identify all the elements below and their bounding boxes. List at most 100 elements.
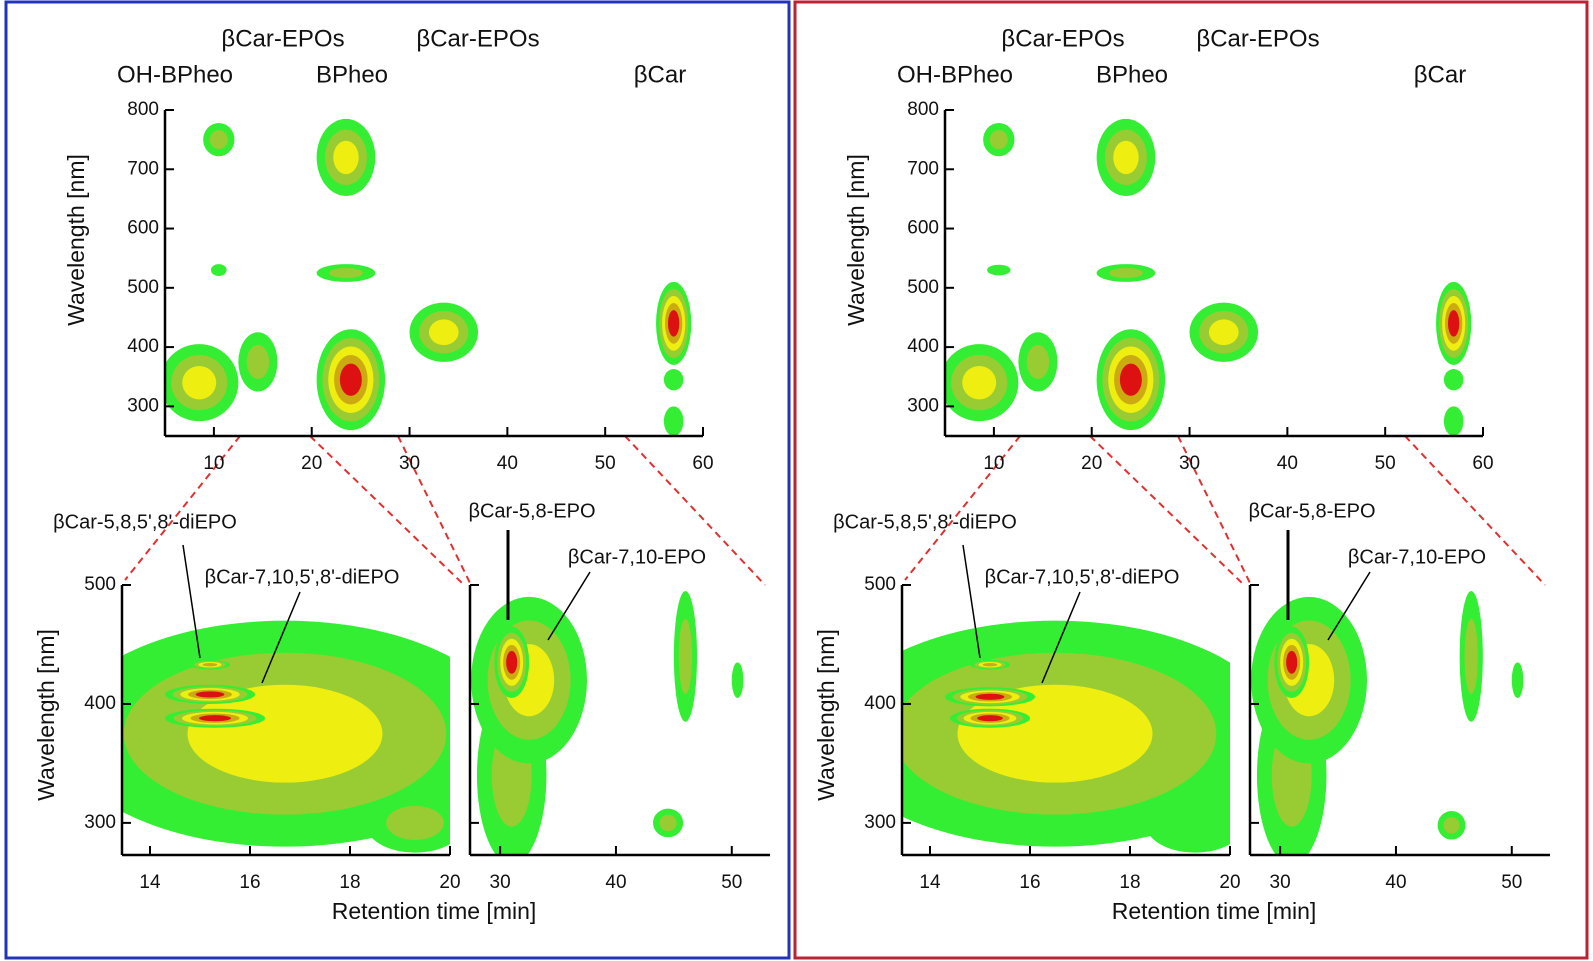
- annotation: βCar: [1414, 61, 1466, 88]
- contour-level: [202, 662, 218, 667]
- x-tick-label: 14: [139, 872, 161, 893]
- y-tick-label: 300: [907, 395, 939, 416]
- x-tick-label: 30: [490, 872, 511, 893]
- x-tick-label: 20: [439, 872, 460, 893]
- contour-level: [975, 693, 1005, 700]
- contour-area: [1251, 590, 1524, 855]
- annotation: βCar-EPOs: [416, 25, 539, 52]
- contour-level: [329, 267, 363, 279]
- contour-level: [659, 814, 677, 832]
- contour-level: [182, 365, 217, 400]
- contour-level: [989, 130, 1008, 150]
- annotation: βCar-7,10-EPO: [1348, 546, 1486, 568]
- x-tick-label: 30: [1270, 872, 1291, 893]
- contour-level: [1109, 267, 1143, 279]
- y-tick-label: 700: [127, 158, 159, 179]
- annotation: βCar-7,10,5',8'-diEPO: [985, 566, 1180, 588]
- contour-level: [199, 715, 231, 722]
- x-tick-label: 10: [203, 453, 224, 474]
- contour-level: [1286, 650, 1298, 674]
- y-axis-title: Wavelength [nm]: [33, 629, 59, 801]
- contour-area: [122, 620, 450, 853]
- annotation: βCar-EPOs: [1001, 25, 1124, 52]
- x-tick-label: 40: [1277, 453, 1298, 474]
- annotation: OH-BPheo: [117, 61, 233, 88]
- x-tick-label: 40: [1385, 872, 1406, 893]
- contour-level: [962, 365, 997, 400]
- annotation: βCar-7,10,5',8'-diEPO: [205, 566, 400, 588]
- x-tick-label: 18: [1119, 872, 1140, 893]
- contour-level: [195, 691, 225, 698]
- contour-level: [210, 264, 227, 276]
- x-tick-label: 50: [1375, 453, 1396, 474]
- zoom-line: [309, 435, 463, 584]
- contour-level: [386, 805, 444, 840]
- leader-line: [1327, 571, 1371, 641]
- y-tick-label: 500: [907, 277, 939, 298]
- y-tick-label: 500: [84, 574, 116, 595]
- annotation: BPheo: [1096, 61, 1168, 88]
- contour-level: [1464, 618, 1478, 694]
- x-axis-title: Retention time [min]: [332, 898, 537, 924]
- contour-level: [1511, 662, 1524, 698]
- y-tick-label: 800: [907, 99, 939, 120]
- contour-level: [1026, 344, 1050, 379]
- contour-level: [1448, 310, 1460, 337]
- x-tick-label: 30: [1179, 453, 1200, 474]
- left-panel-frame: [4, 0, 791, 960]
- x-tick-label: 40: [605, 872, 626, 893]
- y-tick-label: 500: [864, 574, 896, 595]
- annotation: βCar: [634, 61, 686, 88]
- contour-area: [902, 620, 1230, 853]
- annotation: βCar-5,8,5',8'-diEPO: [53, 511, 237, 533]
- contour-level: [339, 363, 362, 396]
- contour-area: [165, 118, 692, 436]
- y-tick-label: 400: [864, 693, 896, 714]
- x-tick-label: 20: [301, 453, 322, 474]
- zoom-line: [124, 435, 241, 581]
- y-tick-label: 300: [127, 395, 159, 416]
- y-axis-title: Wavelength [nm]: [63, 154, 89, 326]
- x-tick-label: 40: [497, 453, 518, 474]
- contour-level: [428, 319, 459, 346]
- right-panel-frame: [793, 0, 1589, 960]
- contour-level: [1119, 363, 1142, 396]
- zoom-line: [1177, 435, 1251, 584]
- contour-level: [1208, 319, 1239, 346]
- leader-line: [962, 544, 981, 659]
- contour-level: [246, 344, 270, 379]
- contour-level: [1113, 140, 1139, 175]
- y-tick-label: 400: [127, 336, 159, 357]
- leader-line: [261, 591, 301, 684]
- annotation: βCar-EPOs: [1196, 25, 1319, 52]
- zoom-line: [624, 435, 766, 586]
- contour-level: [731, 662, 744, 698]
- y-axis-title: Wavelength [nm]: [843, 154, 869, 326]
- annotation: βCar-5,8-EPO: [468, 500, 595, 522]
- x-tick-label: 50: [1501, 872, 1522, 893]
- contour-area: [471, 590, 744, 855]
- annotation: βCar-7,10-EPO: [568, 546, 706, 568]
- contour-level: [187, 684, 383, 783]
- x-tick-label: 60: [692, 453, 713, 474]
- x-tick-label: 50: [595, 453, 616, 474]
- x-tick-label: 60: [1472, 453, 1493, 474]
- leader-line: [1041, 591, 1081, 684]
- contour-level: [1145, 793, 1230, 853]
- y-tick-label: 400: [907, 336, 939, 357]
- contour-level: [333, 140, 359, 175]
- zoom-line: [397, 435, 471, 584]
- contour-level: [678, 618, 693, 694]
- contour-level: [1443, 369, 1464, 391]
- x-tick-label: 16: [1019, 872, 1040, 893]
- contour-level: [982, 662, 998, 667]
- y-tick-label: 400: [84, 693, 116, 714]
- x-axis-title: Retention time [min]: [1112, 898, 1317, 924]
- x-tick-label: 18: [339, 872, 360, 893]
- annotation: OH-BPheo: [897, 61, 1013, 88]
- annotation: βCar-5,8,5',8'-diEPO: [833, 511, 1017, 533]
- contour-level: [977, 715, 1003, 722]
- y-tick-label: 300: [864, 812, 896, 833]
- x-tick-label: 20: [1081, 453, 1102, 474]
- y-tick-label: 500: [127, 277, 159, 298]
